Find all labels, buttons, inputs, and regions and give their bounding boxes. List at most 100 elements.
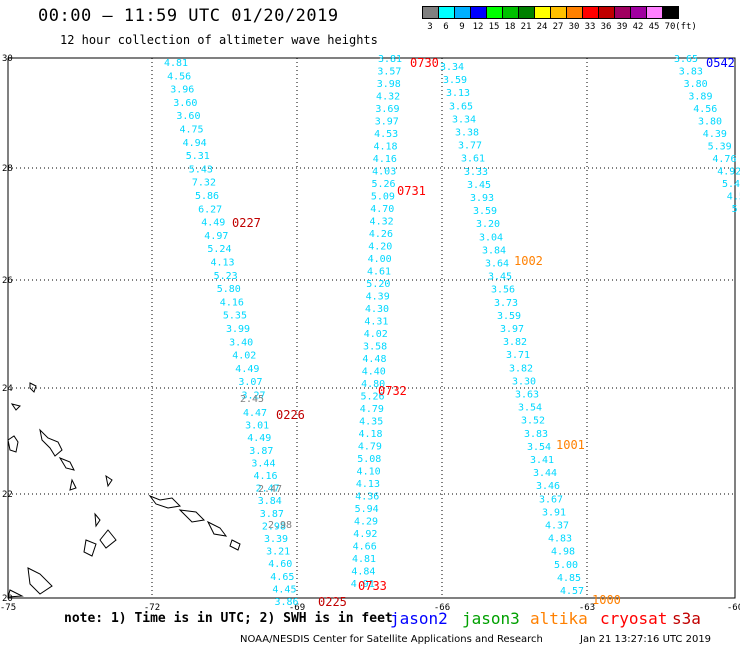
wave-height-value: 5.08 — [357, 454, 381, 465]
wave-height-value: 4.35 — [359, 417, 383, 428]
wave-height-value: 2.98 — [268, 520, 292, 531]
wave-height-value: 4.03 — [372, 167, 396, 178]
lat-label: 24 — [2, 384, 13, 394]
wave-height-value: 2.47 — [256, 484, 280, 495]
wave-height-value: 4.81 — [352, 554, 376, 565]
wave-height-value: 4.5 — [727, 192, 740, 203]
wave-height-value: 4.80 — [361, 379, 385, 390]
satellite-name-jason3: jason3 — [462, 609, 520, 628]
wave-height-value: 3.44 — [533, 468, 557, 479]
wave-height-value: 4.26 — [369, 229, 393, 240]
wave-height-value: 3.98 — [377, 79, 401, 90]
wave-height-value: 3.80 — [684, 79, 708, 90]
wave-height-value: 3.60 — [173, 98, 197, 109]
wave-height-value: 4.49 — [247, 433, 271, 444]
pass-time-label: 0542 — [706, 56, 735, 70]
island-outline — [206, 520, 228, 537]
pass-time-label: 0225 — [318, 595, 347, 609]
island-outline — [29, 382, 37, 393]
wave-height-value: 3.07 — [238, 377, 262, 388]
wave-height-value: 3.59 — [497, 311, 521, 322]
wave-height-value: 3.13 — [446, 88, 470, 99]
wave-height-value: 3.87 — [249, 446, 273, 457]
scale-label: 21 — [520, 22, 532, 32]
wave-height-value: 6.27 — [198, 204, 222, 215]
pass-time-label: 0731 — [397, 184, 426, 198]
wave-height-value: 5.24 — [207, 244, 231, 255]
wave-height-value: 4.13 — [211, 258, 235, 269]
lon-label: -75 — [0, 603, 16, 613]
wave-height-value: 5.86 — [195, 191, 219, 202]
wave-height-value: 3.69 — [375, 104, 399, 115]
wave-height-value: 3.65 — [449, 101, 473, 112]
wave-height-value: 4.92 — [353, 529, 377, 540]
wave-height-value: 4.49 — [201, 218, 225, 229]
wave-height-value: 5.35 — [223, 311, 247, 322]
wave-height-value: 3.64 — [485, 259, 509, 270]
wave-height-value: 2.98 — [262, 521, 286, 532]
wave-height-value: 3.58 — [363, 342, 387, 353]
wave-height-value: 3.89 — [688, 92, 712, 103]
wave-height-value: 3.54 — [518, 403, 542, 414]
wave-height-value: 4.85 — [557, 573, 581, 584]
wave-height-value: 2.47 — [258, 484, 282, 495]
scale-label: 15 — [488, 22, 500, 32]
scale-label: 18 — [504, 22, 516, 32]
wave-height-value: 4.98 — [551, 547, 575, 558]
wave-height-value: 4.16 — [373, 154, 397, 165]
wave-height-value: 4.53 — [374, 129, 398, 140]
wave-height-value: 3.20 — [476, 219, 500, 230]
island-outline — [148, 494, 182, 509]
island-outline — [58, 456, 75, 471]
wave-height-value: 3.96 — [170, 85, 194, 96]
wave-height-value: 4.81 — [164, 58, 188, 69]
wave-height-value: 3.60 — [176, 111, 200, 122]
island-outline — [99, 529, 117, 549]
island-outline — [94, 512, 101, 528]
wave-height-value: 3.38 — [455, 128, 479, 139]
wave-height-value: 7.32 — [192, 178, 216, 189]
scale-label: 36 — [600, 22, 612, 32]
scale-unit: (ft) — [675, 22, 697, 32]
wave-height-value: 4.79 — [358, 442, 382, 453]
scale-label: 33 — [584, 22, 596, 32]
wave-height-value: 3.67 — [539, 494, 563, 505]
wave-height-value: 4.75 — [180, 125, 204, 136]
wave-height-value: 3.82 — [509, 363, 533, 374]
wave-height-value: 3.59 — [443, 75, 467, 86]
wave-height-value: 3.21 — [266, 547, 290, 558]
wave-height-value: 4.47 — [243, 408, 267, 419]
wave-height-value: 5.80 — [217, 284, 241, 295]
wave-height-value: 3.71 — [506, 350, 530, 361]
wave-height-value: 3.59 — [473, 206, 497, 217]
lon-label: -60 — [727, 603, 740, 613]
wave-height-value: 4.66 — [353, 542, 377, 553]
wave-height-value: 4.92 — [717, 167, 740, 178]
wave-height-value: 3.82 — [503, 337, 527, 348]
island-outline — [229, 539, 241, 551]
wave-height-value: 3.46 — [536, 481, 560, 492]
wave-height-value: 4.37 — [545, 521, 569, 532]
pass-time-label: 0730 — [410, 56, 439, 70]
map-title: 00:00 — 11:59 UTC 01/20/2019 — [38, 6, 339, 26]
wave-height-value: 4.48 — [362, 354, 386, 365]
lon-label: -66 — [434, 603, 450, 613]
lon-label: -63 — [579, 603, 595, 613]
scale-label: 24 — [536, 22, 548, 32]
wave-height-value: 4.02 — [232, 351, 256, 362]
satellite-name-jason2: jason2 — [390, 609, 448, 628]
pass-time-label: 1000 — [592, 593, 621, 607]
island-outline — [105, 474, 113, 488]
island-outline — [39, 428, 63, 457]
map-frame — [7, 57, 736, 599]
generation-date: Jan 21 13:27:16 UTC 2019 — [580, 634, 712, 645]
wave-height-value: 3.84 — [482, 245, 506, 256]
wave-height-value: 3.77 — [458, 141, 482, 152]
wave-height-value: 4.94 — [183, 138, 207, 149]
wave-height-value: 4.39 — [703, 129, 727, 140]
wave-height-value: 3.87 — [260, 509, 284, 520]
island-outline — [27, 567, 53, 595]
wave-height-value: 4.60 — [268, 559, 292, 570]
wave-height-value: 4.40 — [362, 367, 386, 378]
wave-height-value: 3.40 — [229, 337, 253, 348]
